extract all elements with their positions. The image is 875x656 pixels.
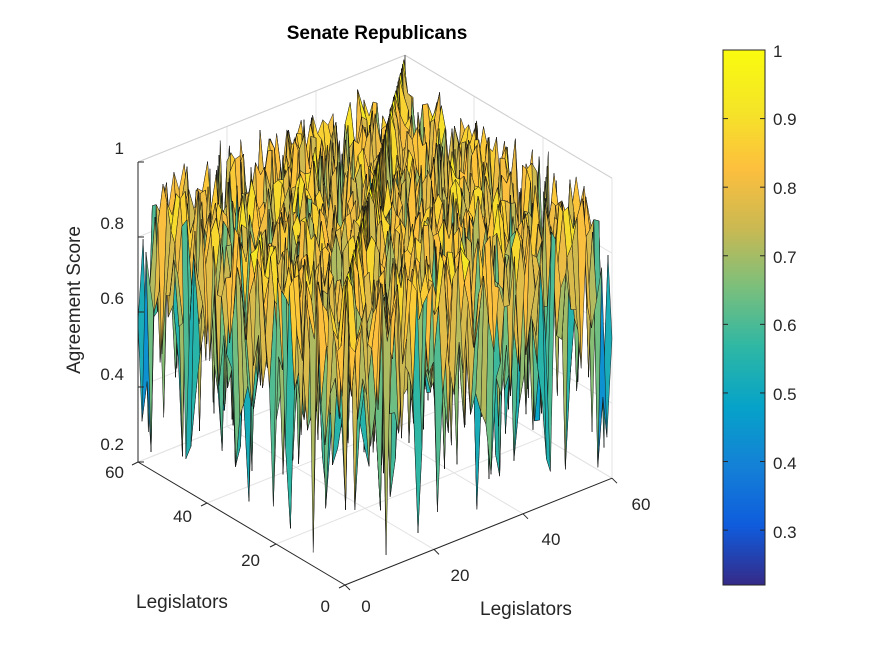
- colorbar-tick-label: 0.6: [773, 316, 797, 335]
- grid-line: [275, 436, 544, 545]
- y-tick: [200, 502, 208, 507]
- y-tick: [269, 543, 277, 548]
- y-tick-label: 0: [321, 597, 330, 616]
- colorbar-tick-label: 0.9: [773, 110, 797, 129]
- colorbar-tick-label: 1: [773, 42, 782, 61]
- z-axis-label: Agreement Score: [64, 226, 85, 374]
- y-axis-line: [137, 461, 346, 586]
- x-axis-line: [344, 477, 613, 586]
- colorbar-tick-label: 0.8: [773, 179, 797, 198]
- colorbar-ticks: [723, 49, 765, 531]
- x-tick: [611, 477, 618, 484]
- x-tick: [522, 513, 529, 520]
- surface-plot: [137, 54, 613, 556]
- z-tick-label: 0.8: [100, 214, 124, 233]
- grid-line: [206, 395, 475, 504]
- colorbar-tick-labels: 1 0.9 0.8 0.7 0.6 0.5 0.4 0.3: [773, 42, 797, 542]
- chart-title: Senate Republicans: [287, 23, 468, 44]
- y-tick: [131, 461, 139, 466]
- colorbar-tick-label: 0.4: [773, 454, 797, 473]
- x-tick-labels: 0 20 40 60: [361, 495, 650, 616]
- y-tick-labels: 60 40 20 0: [105, 463, 330, 616]
- axes-front-lines: [131, 161, 618, 591]
- z-tick-label: 1: [115, 139, 124, 158]
- x-tick-label: 40: [542, 530, 561, 549]
- colorbar-tick-label: 0.7: [773, 248, 797, 267]
- y-tick-label: 60: [105, 463, 124, 482]
- x-tick: [344, 584, 351, 591]
- z-tick-label: 0.6: [100, 289, 124, 308]
- z-tick-label: 0.4: [100, 365, 124, 384]
- colorbar: [722, 49, 766, 586]
- x-tick: [433, 549, 440, 555]
- x-tick-label: 20: [451, 566, 470, 585]
- z-tick-labels: 1 0.8 0.6 0.4 0.2: [100, 139, 124, 454]
- surface-patch: [340, 280, 351, 347]
- y-tick-label: 20: [241, 551, 260, 570]
- grid-line: [226, 425, 435, 550]
- x-tick-label: 60: [632, 495, 651, 514]
- y-axis-label: Legislators: [136, 592, 228, 613]
- y-tick-label: 40: [173, 507, 192, 526]
- x-axis-label: Legislators: [480, 599, 572, 620]
- z-tick-label: 0.2: [100, 435, 124, 454]
- x-tick-label: 0: [361, 597, 370, 616]
- colorbar-tick-label: 0.3: [773, 523, 797, 542]
- y-tick: [338, 584, 346, 589]
- colorbar-tick-label: 0.5: [773, 385, 797, 404]
